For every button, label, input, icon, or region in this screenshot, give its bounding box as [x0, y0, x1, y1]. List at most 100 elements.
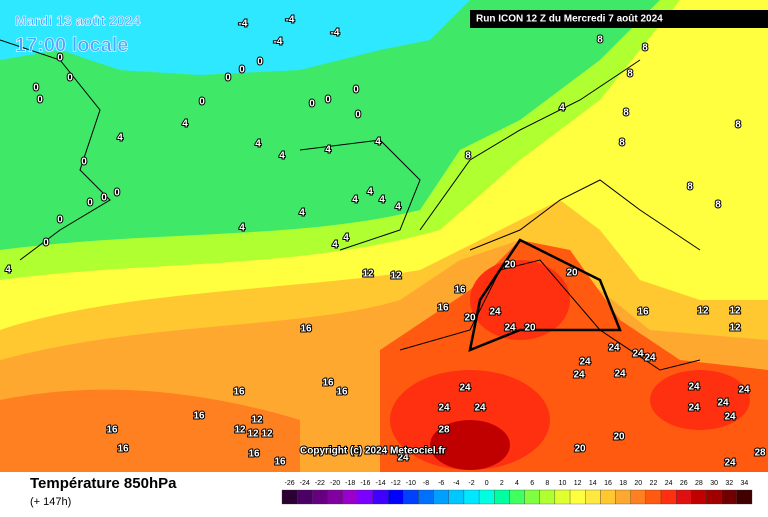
contour-label: 24	[489, 307, 501, 318]
contour-label: 12	[261, 429, 273, 440]
contour-label: 24	[688, 382, 700, 393]
contour-label: 24	[573, 370, 585, 381]
scale-tick-label: 24	[665, 480, 673, 487]
scale-tick-label: -26	[285, 480, 295, 487]
contour-label: -4	[274, 37, 283, 48]
contour-label: 8	[597, 35, 603, 46]
contour-label: 20	[464, 313, 476, 324]
contour-label: 24	[724, 458, 736, 469]
scale-swatch	[554, 489, 571, 505]
contour-label: 4	[255, 139, 261, 150]
contour-label: 0	[355, 110, 361, 121]
contour-label: 28	[438, 425, 450, 436]
scale-swatch	[509, 489, 525, 505]
scale-tick-label: 28	[695, 480, 703, 487]
scale-swatch	[630, 489, 647, 505]
scale-tick-label: -16	[360, 480, 370, 487]
contour-label: 24	[459, 383, 471, 394]
contour-label: 16	[437, 303, 449, 314]
contour-label: 0	[57, 53, 63, 64]
scale-tick-label: 34	[741, 480, 749, 487]
contour-label: 8	[715, 200, 721, 211]
contour-label: 24	[724, 412, 736, 423]
scale-swatch	[660, 489, 677, 505]
scale-tick-label: -8	[423, 480, 429, 487]
contour-label: 24	[474, 403, 486, 414]
contour-label: 24	[397, 453, 409, 464]
contour-label: 24	[579, 357, 591, 368]
contour-label: 16	[336, 387, 348, 398]
contour-label: 8	[619, 138, 625, 149]
contour-label: 24	[644, 353, 656, 364]
contour-label: 12	[362, 269, 374, 280]
scale-swatch	[569, 489, 586, 505]
scale-tick-label: -2	[468, 480, 474, 487]
contour-label: 4	[182, 119, 188, 130]
scale-swatch	[585, 489, 601, 505]
contour-label: 20	[504, 260, 516, 271]
scale-tick-label: -12	[391, 480, 401, 487]
contour-label: 8	[623, 108, 629, 119]
scale-swatch	[403, 489, 419, 505]
contour-label: 28	[754, 448, 766, 459]
scale-tick-label: 20	[634, 480, 642, 487]
scale-swatch	[736, 489, 753, 505]
contour-label: 8	[627, 69, 633, 80]
contour-label: 24	[717, 398, 729, 409]
contour-label: 8	[465, 151, 471, 162]
scale-tick-label: 10	[559, 480, 567, 487]
scale-swatch	[327, 489, 343, 505]
scale-tick-label: 2	[500, 480, 504, 487]
contour-label: 4	[239, 223, 245, 234]
scale-swatch	[342, 489, 358, 505]
contour-label: 20	[574, 444, 586, 455]
scale-tick-label: -22	[315, 480, 325, 487]
scale-swatch	[433, 489, 449, 505]
scale-tick-label: 22	[650, 480, 658, 487]
copyright: Copyright (c) 2024 Meteociel.fr	[300, 446, 446, 457]
scale-swatch	[478, 489, 495, 505]
scale-tick-label: -18	[345, 480, 355, 487]
scale-swatch	[387, 489, 404, 505]
scale-swatch	[645, 489, 662, 505]
contour-label: 0	[81, 157, 87, 168]
contour-label: 8	[642, 43, 648, 54]
contour-label: -4	[239, 19, 248, 30]
scale-swatch	[312, 489, 328, 505]
contour-label: 12	[390, 271, 402, 282]
contour-label: 16	[106, 425, 118, 436]
contour-label: 0	[37, 95, 43, 106]
contour-label: -4	[331, 28, 340, 39]
scale-tick-label: -14	[375, 480, 385, 487]
contour-label: 12	[729, 323, 741, 334]
scale-tick-label: 32	[725, 480, 733, 487]
contour-label: 0	[114, 188, 120, 199]
scale-tick-label: 12	[574, 480, 582, 487]
contour-label: 4	[5, 265, 11, 276]
date: Mardi 13 août 2024	[15, 13, 140, 29]
contour-label: 24	[608, 343, 620, 354]
scale-tick-label: -10	[406, 480, 416, 487]
contour-label: 8	[735, 120, 741, 131]
run-box	[470, 10, 768, 28]
contour-label: -4	[286, 15, 295, 26]
scale-tick-label: 4	[515, 480, 519, 487]
contour-label: 8	[687, 182, 693, 193]
scale-tick-label: 18	[619, 480, 627, 487]
contour-label: 0	[325, 95, 331, 106]
contour-label: 20	[524, 323, 536, 334]
contour-label: 16	[274, 457, 286, 468]
contour-label: 16	[248, 449, 260, 460]
contour-label: 0	[309, 99, 315, 110]
contour-label: 4	[332, 240, 338, 251]
footer-lead: (+ 147h)	[30, 496, 71, 508]
scale-tick-label: 0	[485, 480, 489, 487]
run-info: Run ICON 12 Z du Mercredi 7 août 2024	[476, 14, 663, 25]
contour-label: 4	[352, 195, 358, 206]
footer-title: Température 850hPa	[30, 475, 177, 492]
contour-label: 0	[101, 193, 107, 204]
scale-swatch	[615, 489, 631, 505]
scale-tick-label: -20	[330, 480, 340, 487]
